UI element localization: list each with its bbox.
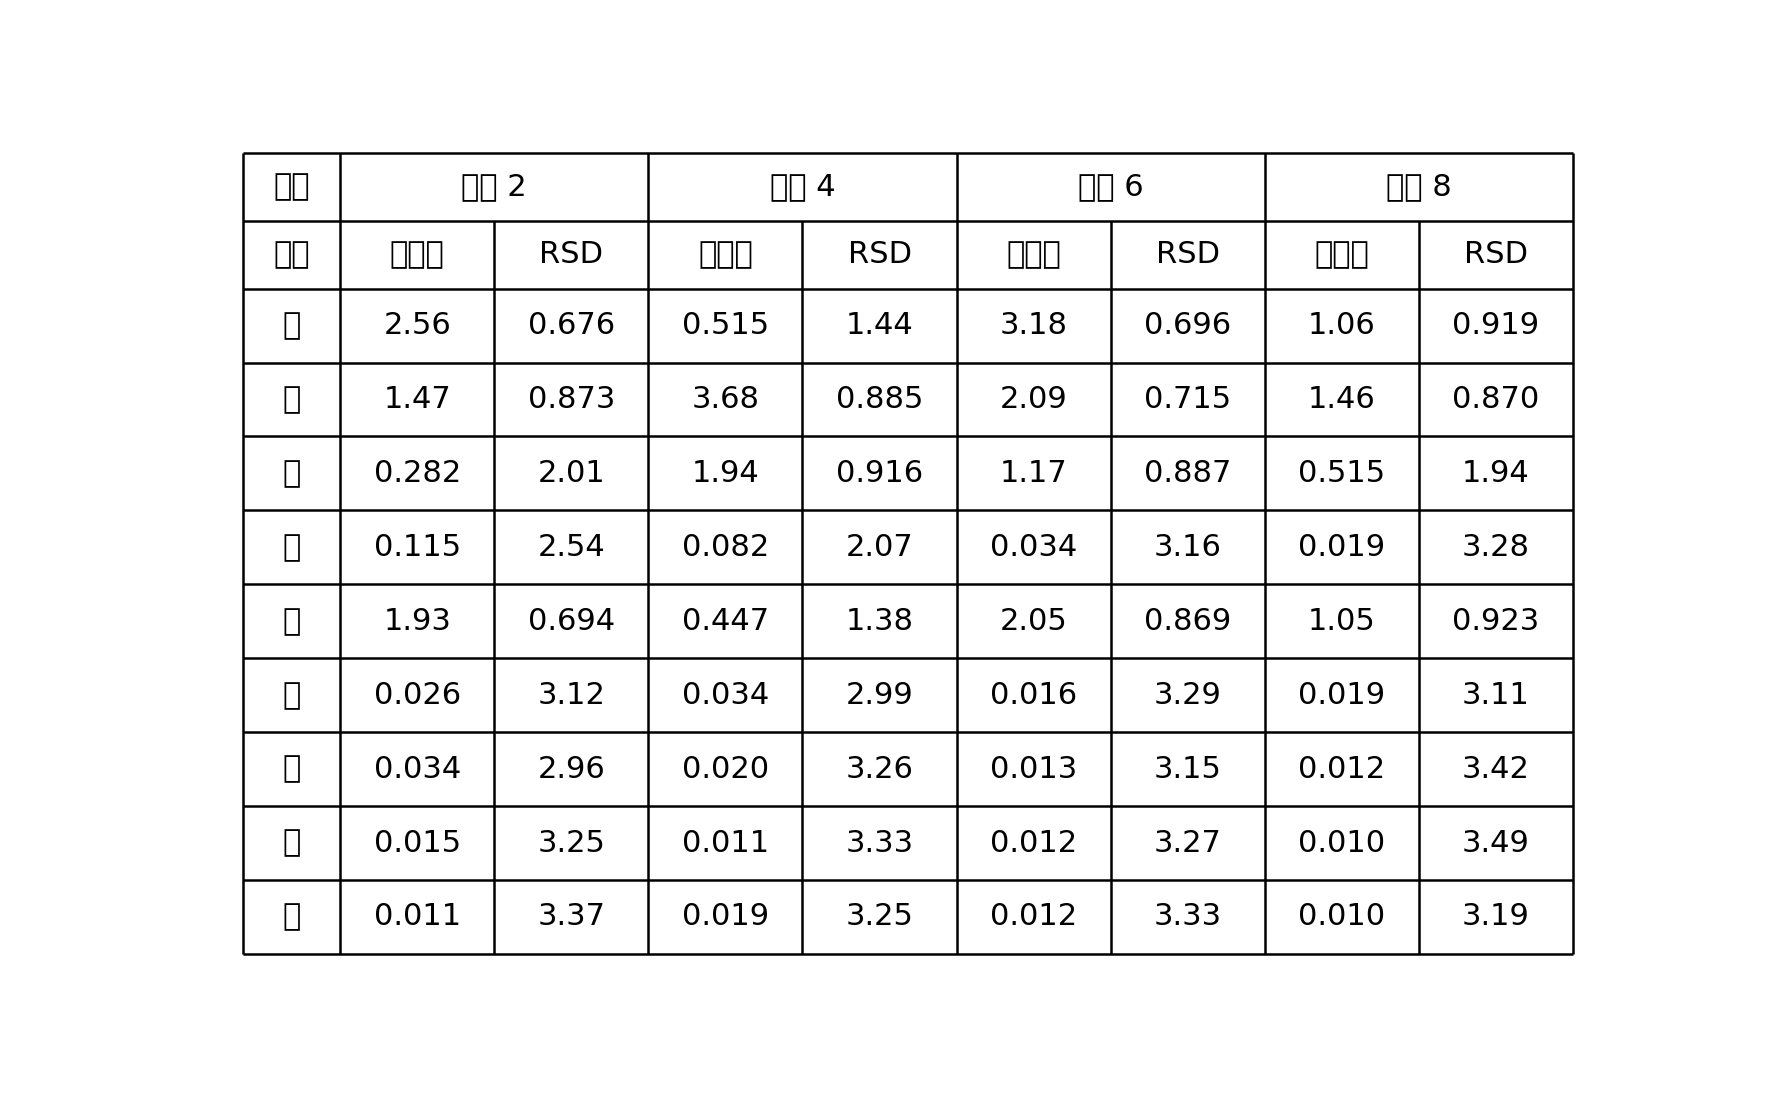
Text: 示例 2: 示例 2 bbox=[461, 172, 526, 202]
Text: 0.694: 0.694 bbox=[528, 607, 615, 636]
Text: 2.09: 2.09 bbox=[999, 385, 1067, 414]
Text: 2.56: 2.56 bbox=[383, 311, 452, 340]
Text: 0.012: 0.012 bbox=[991, 829, 1077, 857]
Text: 3.25: 3.25 bbox=[537, 829, 606, 857]
Text: 1.44: 1.44 bbox=[845, 311, 913, 340]
Text: 磷: 磷 bbox=[282, 533, 301, 562]
Text: 硅: 硅 bbox=[282, 459, 301, 488]
Text: 0.115: 0.115 bbox=[374, 533, 461, 562]
Text: 平均值: 平均值 bbox=[390, 240, 445, 270]
Text: 1.93: 1.93 bbox=[383, 607, 452, 636]
Text: 3.19: 3.19 bbox=[1462, 902, 1529, 932]
Text: 0.916: 0.916 bbox=[836, 459, 923, 488]
Text: 平均值: 平均值 bbox=[698, 240, 753, 270]
Text: 3.28: 3.28 bbox=[1462, 533, 1529, 562]
Text: 0.676: 0.676 bbox=[528, 311, 615, 340]
Text: 2.96: 2.96 bbox=[537, 754, 606, 784]
Text: 3.68: 3.68 bbox=[691, 385, 760, 414]
Text: 0.019: 0.019 bbox=[682, 902, 769, 932]
Text: 3.42: 3.42 bbox=[1462, 754, 1529, 784]
Text: 锆: 锆 bbox=[282, 311, 301, 340]
Text: 0.515: 0.515 bbox=[682, 311, 769, 340]
Text: 0.696: 0.696 bbox=[1145, 311, 1232, 340]
Text: 3.18: 3.18 bbox=[999, 311, 1069, 340]
Text: 0.873: 0.873 bbox=[528, 385, 615, 414]
Text: 0.870: 0.870 bbox=[1453, 385, 1540, 414]
Text: 0.010: 0.010 bbox=[1299, 829, 1386, 857]
Text: 成分: 成分 bbox=[273, 240, 310, 270]
Text: 锰: 锰 bbox=[282, 829, 301, 857]
Text: 1.05: 1.05 bbox=[1308, 607, 1375, 636]
Text: 2.07: 2.07 bbox=[845, 533, 913, 562]
Text: 1.17: 1.17 bbox=[999, 459, 1067, 488]
Text: 0.011: 0.011 bbox=[374, 902, 461, 932]
Text: 0.012: 0.012 bbox=[991, 902, 1077, 932]
Text: 铁: 铁 bbox=[282, 681, 301, 710]
Text: 1.46: 1.46 bbox=[1308, 385, 1375, 414]
Text: 2.54: 2.54 bbox=[537, 533, 606, 562]
Text: 2.99: 2.99 bbox=[845, 681, 913, 710]
Text: 0.019: 0.019 bbox=[1299, 681, 1386, 710]
Text: 0.885: 0.885 bbox=[836, 385, 923, 414]
Text: 0.034: 0.034 bbox=[991, 533, 1077, 562]
Text: 1.47: 1.47 bbox=[383, 385, 452, 414]
Text: 0.026: 0.026 bbox=[374, 681, 461, 710]
Text: 0.013: 0.013 bbox=[991, 754, 1077, 784]
Text: 元素: 元素 bbox=[273, 172, 310, 202]
Text: 1.94: 1.94 bbox=[1462, 459, 1529, 488]
Text: 3.33: 3.33 bbox=[1154, 902, 1223, 932]
Text: 0.016: 0.016 bbox=[991, 681, 1077, 710]
Text: 示例 4: 示例 4 bbox=[769, 172, 835, 202]
Text: 0.020: 0.020 bbox=[682, 754, 769, 784]
Text: 0.515: 0.515 bbox=[1299, 459, 1386, 488]
Text: 铜: 铜 bbox=[282, 902, 301, 932]
Text: 0.887: 0.887 bbox=[1145, 459, 1232, 488]
Text: 0.012: 0.012 bbox=[1299, 754, 1386, 784]
Text: 3.12: 3.12 bbox=[537, 681, 606, 710]
Text: RSD: RSD bbox=[847, 240, 911, 270]
Text: 0.034: 0.034 bbox=[374, 754, 461, 784]
Text: 2.05: 2.05 bbox=[999, 607, 1067, 636]
Text: 0.034: 0.034 bbox=[682, 681, 769, 710]
Text: 铬: 铬 bbox=[282, 754, 301, 784]
Text: 1.94: 1.94 bbox=[691, 459, 758, 488]
Text: RSD: RSD bbox=[1464, 240, 1527, 270]
Text: 3.49: 3.49 bbox=[1462, 829, 1529, 857]
Text: 0.010: 0.010 bbox=[1299, 902, 1386, 932]
Text: 0.082: 0.082 bbox=[682, 533, 769, 562]
Text: 0.869: 0.869 bbox=[1145, 607, 1232, 636]
Text: 3.15: 3.15 bbox=[1154, 754, 1221, 784]
Text: 3.29: 3.29 bbox=[1154, 681, 1221, 710]
Text: 3.37: 3.37 bbox=[537, 902, 606, 932]
Text: 3.11: 3.11 bbox=[1462, 681, 1529, 710]
Text: 3.33: 3.33 bbox=[845, 829, 914, 857]
Text: RSD: RSD bbox=[1155, 240, 1219, 270]
Text: 2.01: 2.01 bbox=[537, 459, 606, 488]
Text: 3.27: 3.27 bbox=[1154, 829, 1221, 857]
Text: 铌: 铌 bbox=[282, 607, 301, 636]
Text: 平均值: 平均值 bbox=[1006, 240, 1061, 270]
Text: 0.015: 0.015 bbox=[374, 829, 461, 857]
Text: 0.919: 0.919 bbox=[1453, 311, 1540, 340]
Text: 0.715: 0.715 bbox=[1145, 385, 1232, 414]
Text: RSD: RSD bbox=[539, 240, 602, 270]
Text: 1.06: 1.06 bbox=[1308, 311, 1375, 340]
Text: 示例 8: 示例 8 bbox=[1386, 172, 1451, 202]
Text: 示例 6: 示例 6 bbox=[1077, 172, 1143, 202]
Text: 铝: 铝 bbox=[282, 385, 301, 414]
Text: 0.282: 0.282 bbox=[374, 459, 461, 488]
Text: 0.011: 0.011 bbox=[682, 829, 769, 857]
Text: 0.447: 0.447 bbox=[682, 607, 769, 636]
Text: 0.923: 0.923 bbox=[1453, 607, 1540, 636]
Text: 0.019: 0.019 bbox=[1299, 533, 1386, 562]
Text: 平均值: 平均值 bbox=[1315, 240, 1370, 270]
Text: 3.16: 3.16 bbox=[1154, 533, 1221, 562]
Text: 3.25: 3.25 bbox=[845, 902, 913, 932]
Text: 3.26: 3.26 bbox=[845, 754, 913, 784]
Text: 1.38: 1.38 bbox=[845, 607, 914, 636]
